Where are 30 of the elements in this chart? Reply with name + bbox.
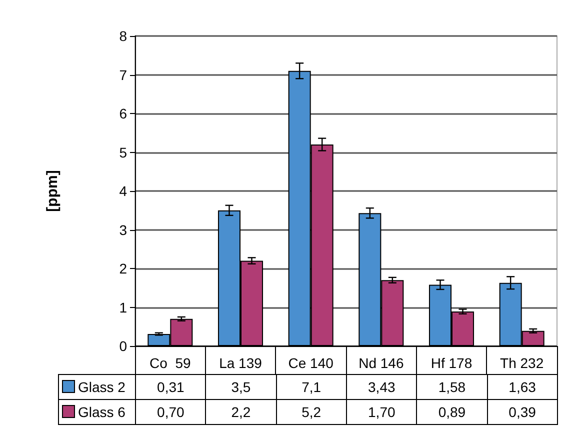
data-label: 1,70 xyxy=(346,400,417,424)
legend-label: Glass 2 xyxy=(58,374,136,400)
data-label: 0,89 xyxy=(416,400,488,424)
data-label: 2,2 xyxy=(206,400,276,424)
legend-label: Glass 6 xyxy=(58,400,136,424)
data-label: 0,70 xyxy=(136,400,206,424)
y-tick-label: 2 xyxy=(119,260,128,276)
x-tick-label: Hf 178 xyxy=(430,355,472,371)
data-label: 1,63 xyxy=(487,374,558,400)
y-tick-label: 5 xyxy=(119,144,128,160)
y-tick-label: 8 xyxy=(119,28,128,44)
y-tick-label: 0 xyxy=(119,338,128,354)
x-tick-label: La 139 xyxy=(219,355,262,371)
y-tick-label: 4 xyxy=(119,183,128,199)
data-label: 5,2 xyxy=(276,400,346,424)
data-label: 3,5 xyxy=(206,374,276,400)
x-tick-label: Nd 146 xyxy=(358,355,404,371)
y-tick-label: 3 xyxy=(119,222,128,238)
x-tick-label: Ce 140 xyxy=(288,355,334,371)
y-axis-title: [ppm] xyxy=(44,170,61,212)
data-label: 7,1 xyxy=(276,374,346,400)
y-tick-label: 7 xyxy=(119,66,128,83)
y-tick-label: 6 xyxy=(119,106,128,122)
x-tick-label: Th 232 xyxy=(500,355,544,371)
data-label: 3,43 xyxy=(346,374,417,400)
y-tick-label: 1 xyxy=(119,299,128,316)
x-tick-label: Co 59 xyxy=(150,355,192,371)
data-label: 0,39 xyxy=(487,400,558,424)
data-label: 1,58 xyxy=(416,374,488,400)
data-label: 0,31 xyxy=(136,374,206,400)
